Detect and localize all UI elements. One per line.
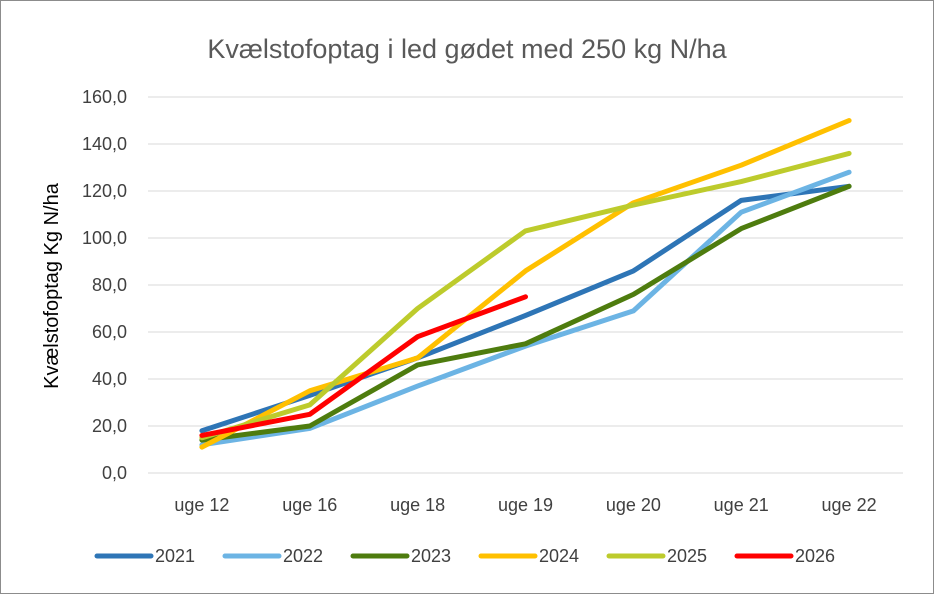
legend-item-2024: 2024: [478, 546, 579, 566]
y-tick-label: 20,0: [92, 416, 127, 436]
y-tick-label: 0,0: [102, 463, 127, 483]
legend-item-2023: 2023: [350, 546, 451, 566]
legend-label: 2025: [667, 546, 707, 566]
x-tick-label: uge 16: [282, 495, 337, 515]
y-tick-label: 60,0: [92, 322, 127, 342]
series-line-2025: [199, 150, 852, 441]
series-line-2023: [199, 183, 852, 443]
series-lines: [199, 118, 852, 450]
x-tick-label: uge 12: [174, 495, 229, 515]
x-tick-label: uge 22: [822, 495, 877, 515]
x-tick-label: uge 18: [390, 495, 445, 515]
series-line-2024: [199, 118, 852, 450]
gridlines: [148, 96, 903, 474]
y-tick-label: 40,0: [92, 369, 127, 389]
y-tick-label: 100,0: [82, 228, 127, 248]
y-axis-ticks: 0,0 20,0 40,0 60,0 80,0 100,0 120,0 140,0 160,0: [82, 87, 127, 483]
y-axis-label: Kvælstofoptag Kg N/ha: [41, 182, 63, 389]
legend-item-2022: 2022: [222, 546, 323, 566]
legend-item-2021: 2021: [94, 546, 195, 566]
x-tick-label: uge 19: [498, 495, 553, 515]
legend: 2021 2022 2023 2024 2025 2026: [94, 546, 835, 566]
series-line-2022: [199, 169, 852, 448]
series-line-2026: [199, 294, 528, 438]
chart-title: Kvælstofoptag i led gødet med 250 kg N/h…: [207, 34, 727, 64]
legend-label: 2024: [539, 546, 579, 566]
y-tick-label: 120,0: [82, 181, 127, 201]
y-tick-label: 160,0: [82, 87, 127, 107]
y-tick-label: 140,0: [82, 134, 127, 154]
legend-label: 2021: [155, 546, 195, 566]
series-line-2021: [199, 183, 852, 434]
legend-label: 2023: [411, 546, 451, 566]
legend-item-2026: 2026: [734, 546, 835, 566]
x-tick-label: uge 20: [606, 495, 661, 515]
x-tick-label: uge 21: [714, 495, 769, 515]
y-tick-label: 80,0: [92, 275, 127, 295]
x-axis-ticks: uge 12 uge 16 uge 18 uge 19 uge 20 uge 21 uge …: [174, 495, 876, 515]
legend-item-2025: 2025: [606, 546, 707, 566]
legend-label: 2022: [283, 546, 323, 566]
legend-label: 2026: [795, 546, 835, 566]
